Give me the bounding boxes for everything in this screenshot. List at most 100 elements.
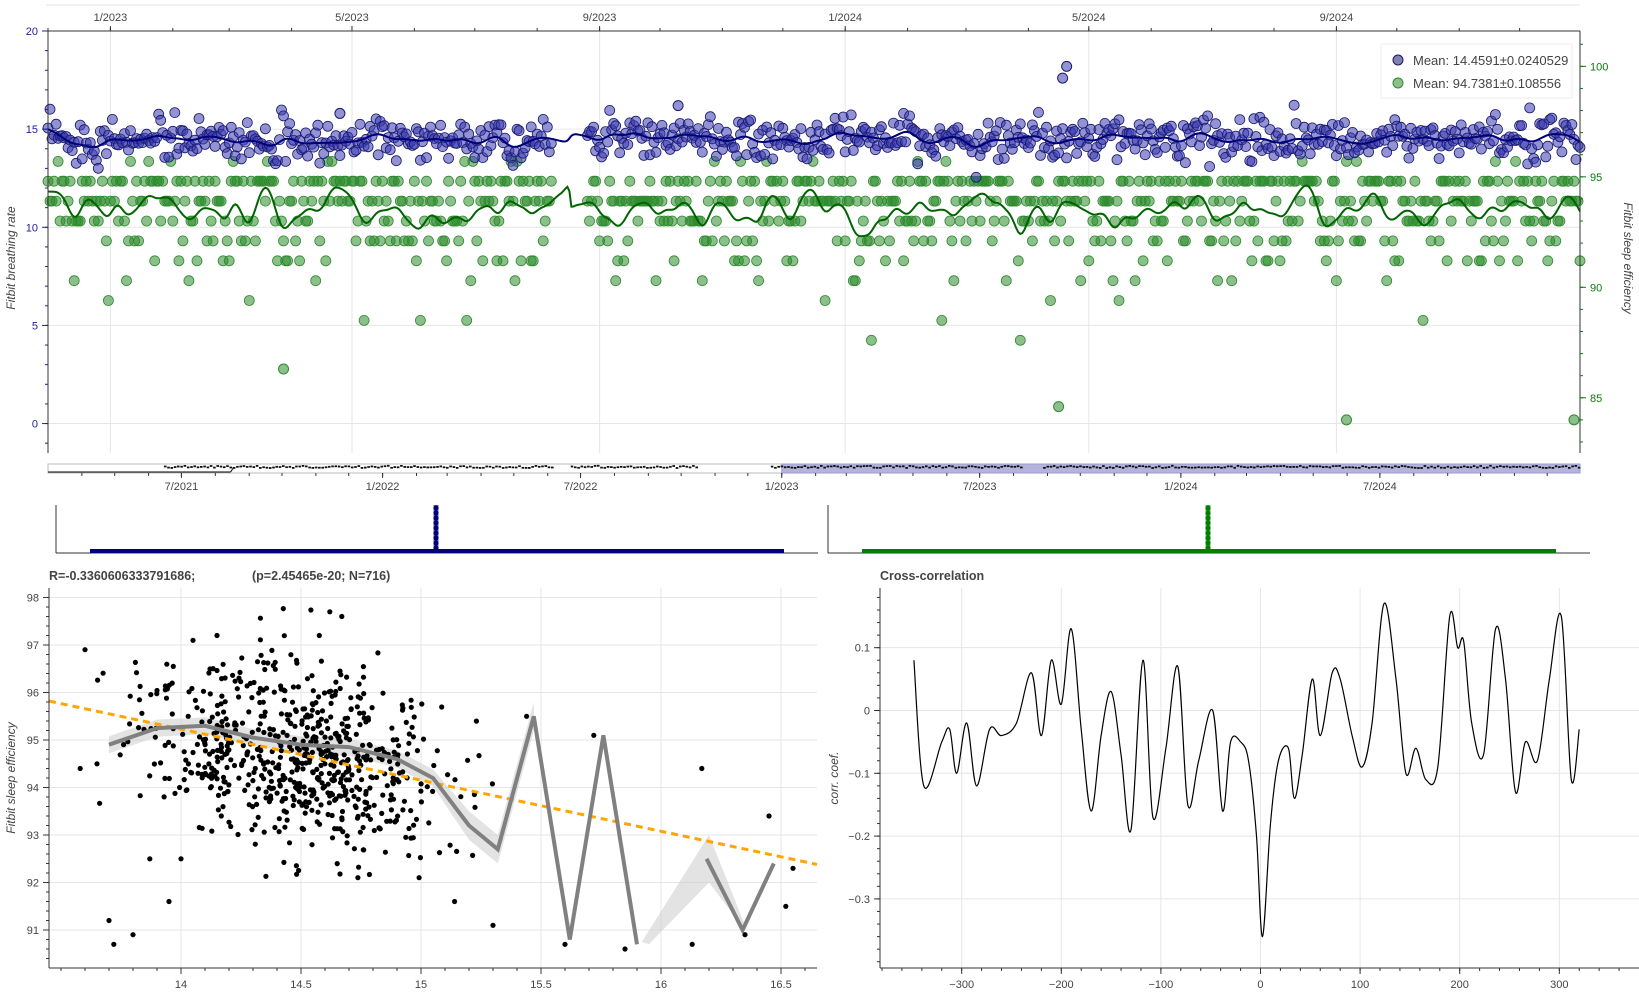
range-overview-mark [485, 465, 488, 468]
regression-point [231, 762, 238, 769]
sleep-efficiency-point [1002, 175, 1014, 187]
sleep-efficiency-point [199, 195, 211, 207]
range-overview-mark [846, 466, 849, 469]
timeseries-legend[interactable]: Mean: 14.4591±0.0240529 Mean: 94.7381±0.… [1380, 43, 1573, 99]
breathing-rate-point [1387, 140, 1399, 151]
regression-point [199, 719, 205, 725]
regression-point [524, 713, 530, 719]
regression-point [436, 850, 443, 856]
range-overview-mark [1331, 465, 1335, 468]
range-selection-box[interactable] [781, 463, 1581, 474]
regression-point [387, 758, 393, 765]
sleep-efficiency-point [1105, 235, 1117, 247]
regression-point [337, 871, 343, 877]
range-overview-mark [646, 467, 649, 469]
breathing-rate-point [362, 141, 374, 153]
regression-point [361, 691, 367, 697]
breathing-rate-point [314, 157, 326, 169]
sleep-efficiency-point [64, 175, 76, 187]
sleep-efficiency-point [1151, 235, 1163, 247]
regression-point [400, 705, 406, 711]
sleep-efficiency-point [694, 215, 706, 227]
range-overview-mark [242, 465, 246, 467]
regression-point [259, 772, 265, 779]
regression-point [357, 722, 363, 728]
regression-point [214, 754, 220, 760]
sleep-efficiency-point [539, 215, 551, 227]
regression-point [336, 793, 342, 799]
regression-point [465, 757, 471, 763]
rg-ytick-label: 94 [27, 783, 39, 795]
regression-point [349, 772, 355, 778]
regression-point [339, 613, 345, 620]
range-overview-mark [1082, 466, 1086, 468]
regression-point [228, 740, 234, 746]
regression-point [267, 731, 273, 738]
regression-point [289, 769, 295, 775]
regression-point [308, 713, 314, 719]
sleep-efficiency-point [84, 175, 96, 187]
regression-point [283, 809, 289, 815]
breathing-rate-point [525, 121, 537, 133]
range-overview-mark [265, 466, 269, 469]
regression-point [189, 685, 195, 692]
sleep-efficiency-point [535, 175, 547, 187]
breathing-rate-point [801, 153, 813, 165]
range-overview-mark [1282, 465, 1286, 467]
range-overview-mark [616, 466, 620, 469]
regression-point [121, 742, 127, 748]
regression-point [360, 664, 366, 670]
range-overview-mark [1131, 465, 1135, 468]
range-selector-panel[interactable]: 7/2021 1/2022 7/2022 1/2023 7/2023 1/2024 7/20… [47, 463, 1581, 493]
range-overview-mark [344, 465, 347, 468]
range-overview-mark [1571, 465, 1574, 468]
regression-point [196, 824, 202, 831]
range-overview-mark [777, 465, 780, 468]
regression-point [351, 846, 357, 852]
range-overview-mark [282, 465, 285, 467]
breathing-rate-point [1165, 120, 1177, 132]
sleep-efficiency-point [839, 235, 851, 247]
regression-point [326, 770, 332, 777]
regression-point [406, 852, 412, 859]
range-overview-mark [239, 465, 242, 468]
range-overview-mark [1476, 466, 1479, 469]
regression-point [302, 790, 308, 796]
regression-panel: R=-0.3360606333791686; (p=2.45465e-20; N… [4, 569, 818, 991]
regression-point [328, 688, 334, 694]
sleep-efficiency-point [920, 175, 932, 187]
sleep-efficiency-point [443, 175, 455, 187]
range-overview-mark [833, 465, 836, 467]
regression-point [246, 802, 252, 808]
breathing-rate-point [588, 121, 599, 133]
breathing-rate-point [1476, 143, 1487, 155]
regression-point [353, 804, 359, 811]
sleep-efficiency-point [1536, 175, 1548, 187]
regression-point [354, 704, 360, 710]
sleep-efficiency-point [259, 195, 271, 207]
histogram-sleep-bars [862, 505, 1556, 553]
sleep-efficiency-point [590, 175, 601, 187]
range-overview-mark [882, 465, 885, 468]
regression-point [111, 941, 117, 947]
range-overview-mark [577, 466, 580, 469]
regression-point [281, 687, 287, 693]
range-overview-mark [1367, 466, 1371, 469]
regression-point [373, 747, 380, 753]
regression-point [359, 777, 365, 783]
regression-point [200, 688, 207, 694]
range-overview-mark [1246, 466, 1250, 469]
sleep-efficiency-point [239, 235, 251, 247]
range-xtick-label: 7/2024 [1363, 481, 1397, 493]
range-overview-mark [232, 467, 236, 469]
sleep-efficiency-point [141, 215, 153, 227]
cc-xtick-label: −200 [1049, 979, 1074, 991]
range-overview-mark [1010, 465, 1013, 468]
sleep-efficiency-point [356, 175, 368, 187]
regression-point [296, 799, 302, 805]
sleep-efficiency-point [380, 195, 392, 207]
range-overview-mark [869, 465, 872, 467]
range-overview-mark [1095, 466, 1099, 469]
range-overview-mark [1085, 466, 1089, 468]
regression-point [127, 693, 133, 699]
